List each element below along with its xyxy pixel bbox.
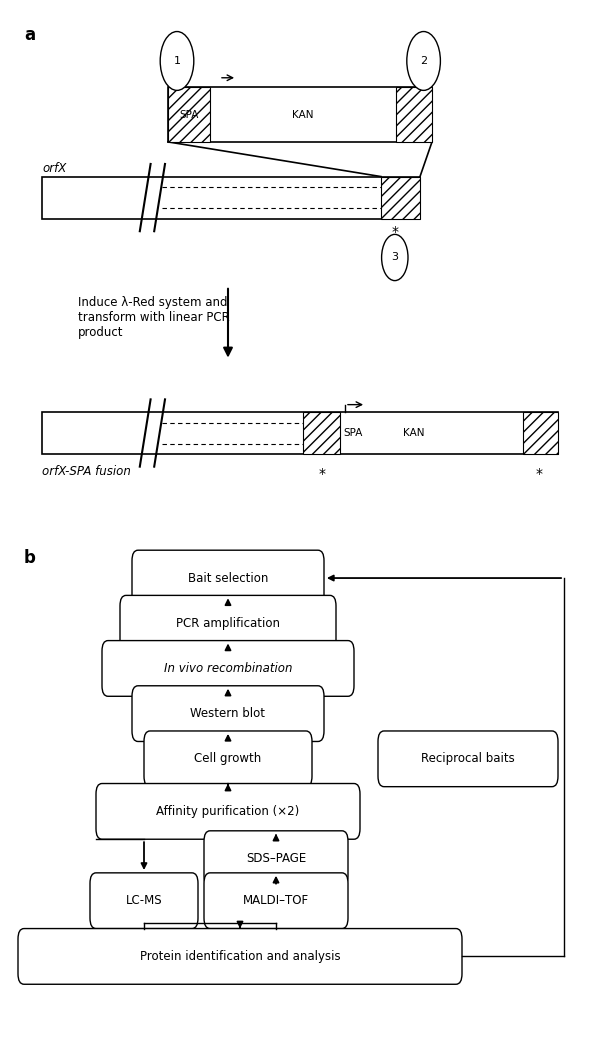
Text: KAN: KAN [403, 428, 424, 438]
Text: KAN: KAN [292, 109, 314, 120]
Text: MALDI–TOF: MALDI–TOF [243, 894, 309, 907]
FancyBboxPatch shape [132, 551, 324, 605]
Bar [42, 177, 420, 219]
Text: b: b [24, 549, 36, 566]
Text: Cell growth: Cell growth [194, 753, 262, 765]
Circle shape [407, 32, 440, 90]
Text: *: * [318, 467, 325, 480]
FancyBboxPatch shape [204, 830, 348, 887]
Text: a: a [24, 26, 35, 44]
FancyBboxPatch shape [102, 641, 354, 697]
Text: SPA: SPA [179, 109, 199, 120]
Circle shape [160, 32, 194, 90]
FancyBboxPatch shape [144, 731, 312, 786]
Text: 3: 3 [391, 252, 398, 263]
Text: Induce λ-Red system and
transform with linear PCR
product: Induce λ-Red system and transform with l… [78, 296, 230, 339]
FancyBboxPatch shape [96, 783, 360, 839]
Text: In vivo recombination: In vivo recombination [164, 662, 292, 675]
Text: Affinity purification (×2): Affinity purification (×2) [157, 805, 299, 818]
Bar [168, 87, 210, 142]
Text: SPA: SPA [343, 428, 362, 438]
Text: orfX-SPA fusion: orfX-SPA fusion [42, 465, 131, 477]
FancyBboxPatch shape [90, 872, 198, 929]
Text: *: * [536, 467, 543, 480]
FancyBboxPatch shape [204, 872, 348, 929]
Text: orfX: orfX [42, 162, 66, 174]
Bar [303, 412, 340, 454]
Text: *: * [391, 225, 398, 239]
Text: Reciprocal baits: Reciprocal baits [421, 753, 515, 765]
Text: LC-MS: LC-MS [125, 894, 163, 907]
Bar [42, 412, 558, 454]
Text: PCR amplification: PCR amplification [176, 617, 280, 630]
FancyBboxPatch shape [120, 595, 336, 651]
Text: 2: 2 [420, 56, 427, 66]
Text: Western blot: Western blot [191, 707, 265, 720]
FancyBboxPatch shape [132, 686, 324, 742]
Bar [381, 177, 420, 219]
Bar [168, 87, 432, 142]
FancyBboxPatch shape [18, 929, 462, 984]
Text: 1: 1 [173, 56, 181, 66]
Bar [523, 412, 558, 454]
Text: Bait selection: Bait selection [188, 572, 268, 584]
Circle shape [382, 234, 408, 281]
Text: Protein identification and analysis: Protein identification and analysis [140, 950, 340, 963]
FancyBboxPatch shape [378, 731, 558, 786]
Bar [396, 87, 432, 142]
Text: SDS–PAGE: SDS–PAGE [246, 852, 306, 865]
